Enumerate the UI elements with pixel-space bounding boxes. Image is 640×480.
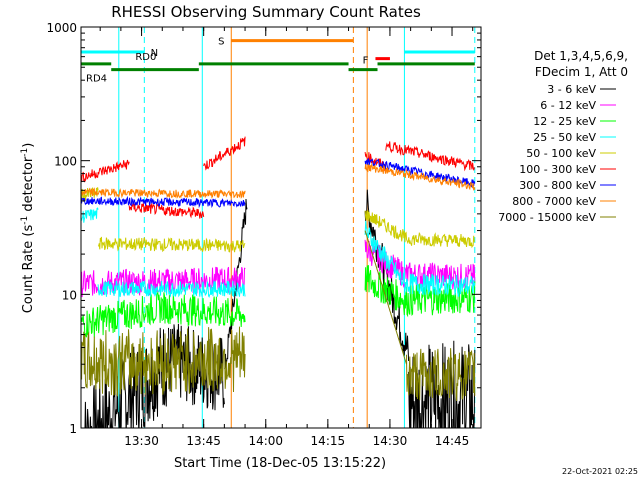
series-line [81, 266, 246, 298]
n-label: N [151, 48, 158, 59]
x-tick-label: 14:30 [373, 434, 408, 448]
legend-entry-label: 3 - 6 keV [547, 83, 596, 96]
series-line [403, 231, 476, 249]
x-axis-label: Start Time (18-Dec-05 13:15:22) [174, 456, 386, 471]
series-line [406, 281, 476, 318]
x-tick-label: 13:45 [186, 434, 221, 448]
series-line [97, 280, 246, 299]
legend-entry-label: 800 - 7000 keV [512, 195, 596, 208]
y-tick-label: 100 [54, 155, 77, 169]
y-axis-label-part: detector [21, 156, 36, 216]
y-axis-label-sup: -1 [20, 148, 30, 157]
series-line [81, 195, 246, 209]
chart-title: RHESSI Observing Summary Count Rates [111, 3, 421, 21]
series-line [97, 236, 246, 253]
series-line [364, 162, 476, 191]
f-label: F [363, 56, 369, 67]
y-axis-label: Count Rate (s-1 detector-1) [20, 143, 36, 314]
series-line [81, 159, 130, 183]
series-line [364, 239, 405, 288]
legend-header: FDecim 1, Att 0 [535, 65, 628, 79]
legend: Det 1,3,4,5,6,9, FDecim 1, Att 0 3 - 6 k… [498, 49, 628, 224]
y-tick-label: 10 [62, 288, 77, 302]
legend-header: Det 1,3,4,5,6,9, [534, 49, 628, 63]
series-line [203, 136, 246, 171]
axis-layer: 13:30 13:45 14:00 14:15 14:30 14:45 1 10 100 1000 [46, 21, 481, 448]
rd0-label: RD0 [135, 52, 156, 63]
series-line [81, 207, 99, 223]
footer-timestamp: 22-Oct-2021 02:25 [562, 467, 638, 476]
series-line [81, 326, 246, 397]
y-tick-label: 1 [69, 422, 77, 436]
series-line [364, 265, 407, 316]
y-axis-label-part: Count Rate (s [21, 225, 36, 314]
x-tick-label: 14:00 [248, 434, 283, 448]
series-line [364, 230, 407, 365]
series-line [128, 200, 205, 219]
series-line [84, 327, 169, 428]
legend-entry-label: 50 - 100 keV [526, 147, 596, 160]
legend-entry-label: 100 - 300 keV [519, 163, 596, 176]
series-line [385, 141, 476, 172]
series-layer [81, 136, 476, 428]
rd4-label: RD4 [86, 74, 107, 85]
legend-entry-label: 12 - 25 keV [533, 115, 596, 128]
y-axis-label-sup: -1 [20, 216, 30, 225]
series-800-7000-kev [81, 162, 476, 199]
series-line [161, 292, 246, 328]
y-axis-label-part: ) [21, 143, 36, 148]
series-7000-15000-kev [81, 230, 476, 402]
x-tick-label: 14:45 [435, 434, 470, 448]
legend-entry-label: 300 - 800 keV [519, 179, 596, 192]
series-line [403, 273, 476, 297]
plot-frame [80, 26, 482, 429]
x-tick-label: 13:30 [124, 434, 159, 448]
legend-entry-label: 7000 - 15000 keV [498, 211, 596, 224]
series-line [81, 187, 246, 199]
series-12-25-kev [81, 265, 476, 338]
series-line [81, 290, 163, 338]
series-line [406, 348, 476, 402]
y-tick-label: 1000 [46, 21, 77, 35]
s-label: S [218, 37, 224, 48]
legend-entry-label: 25 - 50 keV [533, 131, 596, 144]
series-line [364, 210, 405, 242]
series-line [364, 220, 405, 286]
x-tick-label: 14:15 [311, 434, 346, 448]
legend-entry-label: 6 - 12 keV [540, 99, 596, 112]
series-25-50-kev [81, 207, 476, 299]
